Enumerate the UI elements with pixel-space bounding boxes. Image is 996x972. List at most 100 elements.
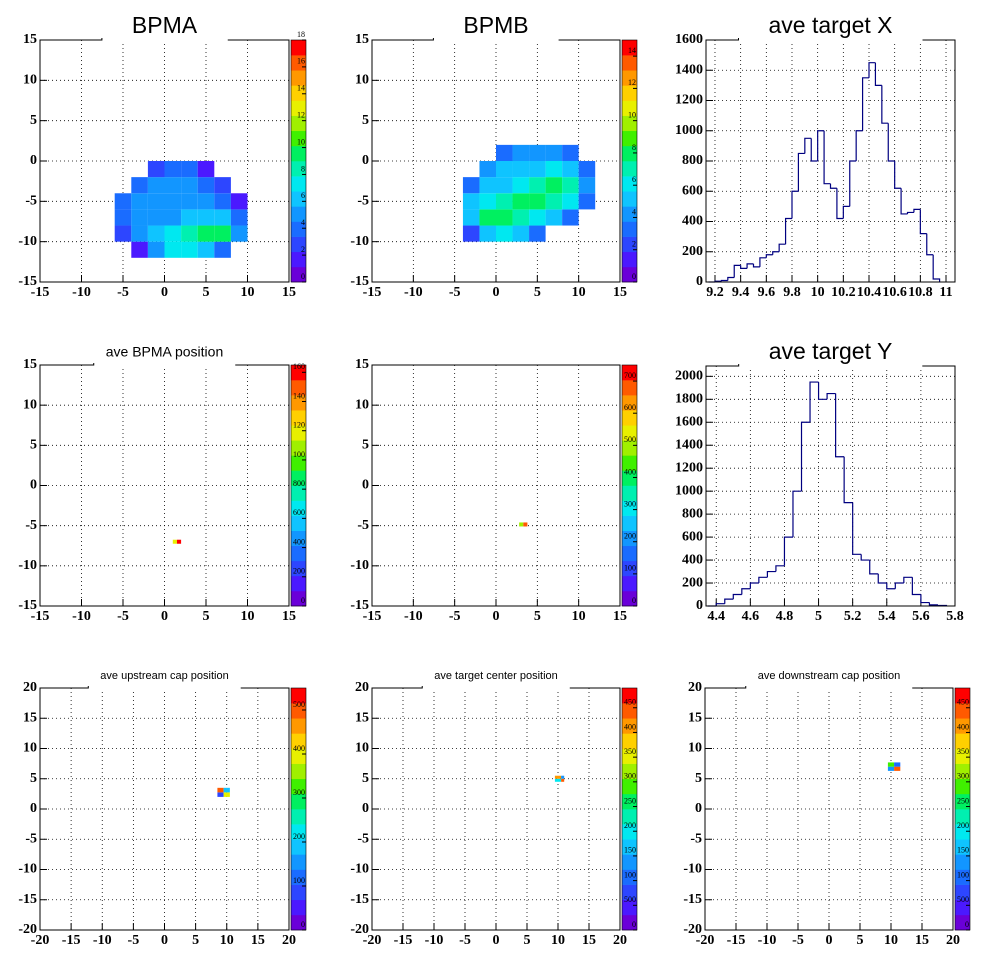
- y-tick-label: 5: [30, 113, 37, 128]
- y-tick-label: 20: [355, 680, 369, 695]
- y-tick-label: -10: [18, 862, 37, 877]
- colorbar-swatch: [291, 221, 306, 237]
- colorbar-swatch: [622, 688, 637, 704]
- heat-cell: [512, 193, 530, 210]
- heat-cell: [197, 241, 215, 258]
- colorbar-label: 200: [293, 567, 305, 576]
- heat-cell: [479, 145, 496, 161]
- histogram-bin: [913, 208, 921, 213]
- y-tick-label: -5: [690, 831, 702, 846]
- x-tick-label: -5: [117, 609, 129, 624]
- heat-cell: [164, 209, 182, 226]
- colorbar-label: 300: [624, 499, 636, 508]
- histogram-bin: [727, 276, 735, 281]
- heat-cell: [496, 144, 513, 161]
- y-tick-label: -20: [350, 922, 369, 937]
- y-tick-label: 1600: [675, 32, 703, 47]
- heat-cell: [131, 177, 148, 194]
- y-tick-label: 400: [682, 214, 703, 229]
- histogram-bin: [758, 576, 768, 584]
- x-tick-label: 5.2: [844, 609, 862, 624]
- x-tick-label: 15: [613, 609, 627, 624]
- y-tick-label: 0: [362, 801, 369, 816]
- colorbar-swatch: [955, 688, 970, 704]
- x-tick-label: -10: [72, 285, 91, 300]
- y-tick-label: -10: [350, 862, 369, 877]
- colorbar-swatch: [622, 380, 637, 396]
- colorbar-swatch: [622, 115, 637, 132]
- histogram-bin: [809, 381, 819, 423]
- heat-cell: [496, 225, 513, 242]
- heat-cell: [115, 177, 132, 193]
- heat-cell: [562, 177, 579, 194]
- x-tick-label: 15: [915, 933, 929, 948]
- colorbar-swatch: [622, 470, 637, 486]
- y-tick-label: 200: [682, 575, 703, 590]
- histogram-bin: [720, 279, 728, 282]
- colorbar-swatch: [622, 70, 637, 86]
- histogram-bin: [852, 502, 862, 555]
- x-tick-label: 10: [551, 933, 565, 948]
- x-tick-label: 5: [203, 609, 210, 624]
- y-tick-label: -15: [18, 598, 37, 613]
- colorbar-swatch: [291, 380, 306, 396]
- colorbar-swatch: [955, 824, 970, 840]
- colorbar-label: 12: [297, 110, 305, 119]
- x-tick-label: 0: [161, 285, 168, 300]
- colorbar-swatch: [291, 395, 306, 411]
- title-box: [88, 666, 241, 690]
- heat-cell: [217, 792, 224, 797]
- histogram-bin: [733, 264, 741, 278]
- colorbar-swatch: [622, 55, 637, 71]
- colorbar-swatch: [622, 266, 637, 283]
- histogram-bin: [887, 123, 895, 162]
- pad: -15 -10 -5 0 5 10 15 -15 -10 -5 0 5 10 15 0 2 4 6 8 10 12 14 1…: [18, 12, 307, 300]
- pad: -20 -15 -10 -5 0 5 10 15 20-20-15-10-50510152005…: [683, 666, 971, 948]
- heat-cell: [197, 193, 215, 210]
- x-tick-label: 10: [572, 609, 586, 624]
- colorbar-swatch: [291, 824, 306, 840]
- x-tick-label: 10.2: [831, 285, 856, 300]
- heat-cell: [512, 225, 530, 242]
- colorbar-label: 18: [297, 30, 305, 39]
- x-tick-label: -20: [363, 933, 382, 948]
- x-tick-label: -10: [93, 933, 112, 948]
- colorbar-swatch: [955, 914, 970, 931]
- colorbar-swatch: [622, 824, 637, 840]
- colorbar-swatch: [291, 410, 306, 426]
- heat-cell: [214, 241, 231, 258]
- colorbar-swatch: [291, 718, 306, 734]
- colorbar-swatch: [955, 748, 970, 764]
- histogram-bin: [772, 251, 780, 255]
- heat-cell: [114, 193, 132, 210]
- title-box: [745, 666, 913, 690]
- y-tick-label: -10: [350, 234, 369, 249]
- x-tick-label: -5: [792, 933, 804, 948]
- histogram-bin: [906, 211, 914, 214]
- colorbar-swatch: [291, 191, 306, 207]
- y-tick-label: -15: [18, 274, 37, 289]
- x-tick-label: -10: [404, 285, 423, 300]
- heat-cell: [131, 241, 148, 258]
- colorbar-swatch: [291, 590, 306, 607]
- colorbar-label: 10: [628, 110, 636, 119]
- colorbar-swatch: [291, 40, 306, 56]
- y-tick-label: 10: [355, 397, 369, 412]
- heat-cell: [114, 225, 132, 242]
- heat-cell: [562, 193, 579, 210]
- histogram-bin: [800, 421, 811, 492]
- colorbar-swatch: [622, 425, 637, 441]
- colorbar-label: 140: [293, 391, 305, 400]
- heat-cell: [114, 209, 132, 226]
- x-tick-label: 4.4: [707, 609, 725, 624]
- heat-cell: [529, 209, 546, 226]
- heat-cell: [214, 209, 231, 226]
- heat-cell: [164, 241, 182, 258]
- histogram-bin: [919, 209, 927, 235]
- heat-cell: [462, 225, 480, 242]
- histogram-bin: [778, 243, 786, 252]
- colorbar-swatch: [291, 688, 306, 704]
- histogram-bin: [765, 254, 773, 258]
- colorbar-swatch: [622, 85, 637, 101]
- heat-cell: [172, 539, 177, 544]
